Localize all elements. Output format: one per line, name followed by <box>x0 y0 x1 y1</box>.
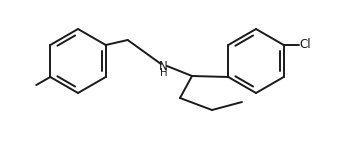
Text: H: H <box>160 68 168 78</box>
Text: Cl: Cl <box>300 39 311 51</box>
Text: N: N <box>159 59 167 72</box>
